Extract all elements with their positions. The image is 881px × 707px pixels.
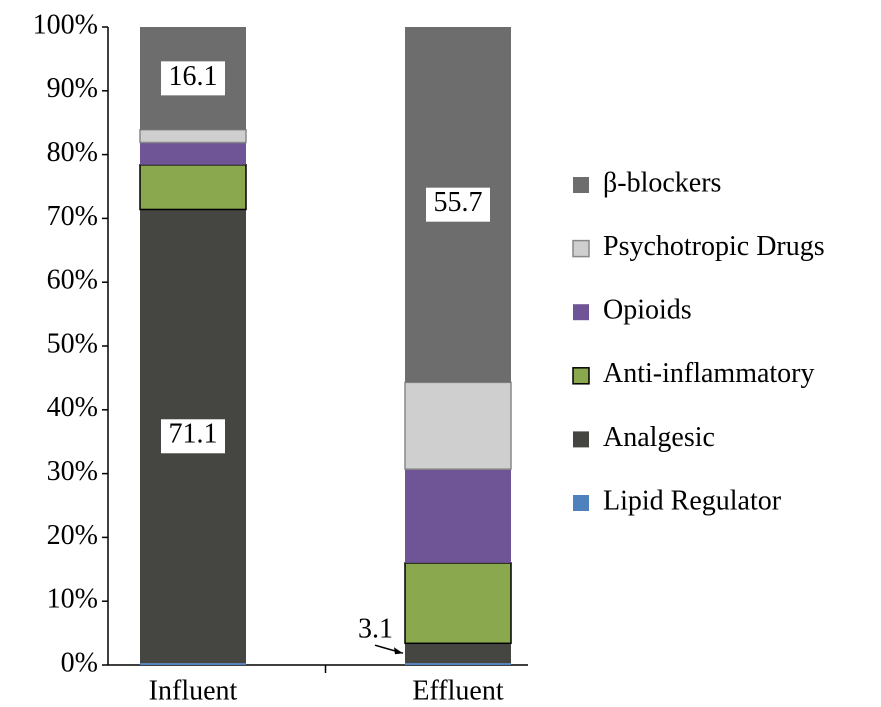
bar-segment xyxy=(140,142,246,165)
y-tick-label: 20% xyxy=(47,520,98,551)
data-label: 71.1 xyxy=(169,419,218,450)
y-tick-label: 90% xyxy=(47,73,98,104)
legend-swatch xyxy=(572,367,590,385)
legend-swatch xyxy=(572,239,590,258)
bar-segment xyxy=(140,663,246,665)
y-tick-label: 0% xyxy=(61,647,98,678)
label-box xyxy=(161,419,225,454)
x-tick-label: Influent xyxy=(149,675,238,706)
data-label: 16.1 xyxy=(169,61,218,92)
bar-segment xyxy=(404,562,512,645)
y-tick-label: 50% xyxy=(47,328,98,359)
bar-segment xyxy=(139,164,247,211)
legend-swatch xyxy=(573,177,589,193)
bar-segment xyxy=(405,643,511,664)
bar-segment xyxy=(404,381,512,470)
y-tick-label: 70% xyxy=(47,201,98,232)
legend-label: Lipid Regulator xyxy=(603,485,782,516)
y-tick-label: 60% xyxy=(47,265,98,296)
legend-label: Psychotropic Drugs xyxy=(603,231,825,262)
label-box xyxy=(426,187,490,222)
x-tick-label: Effluent xyxy=(412,675,503,706)
bar-segment xyxy=(139,128,247,144)
legend-label: Analgesic xyxy=(603,422,715,453)
legend-label: Opioids xyxy=(603,295,692,326)
legend-swatch xyxy=(573,304,589,321)
bar-segment xyxy=(405,469,511,563)
legend-swatch xyxy=(573,495,589,511)
bar-segment xyxy=(405,663,511,665)
data-label: 55.7 xyxy=(434,187,483,218)
y-tick-label: 80% xyxy=(47,137,98,168)
y-tick-label: 40% xyxy=(47,392,98,423)
y-tick-label: 100% xyxy=(33,9,98,40)
y-tick-label: 30% xyxy=(47,456,98,487)
y-tick-label: 10% xyxy=(47,584,98,615)
legend-label: β-blockers xyxy=(603,167,721,198)
legend-swatch xyxy=(573,431,589,448)
legend-label: Anti-inflammatory xyxy=(603,358,815,389)
label-arrowhead xyxy=(394,647,403,655)
label-box xyxy=(161,61,225,96)
data-label: 3.1 xyxy=(358,614,393,645)
